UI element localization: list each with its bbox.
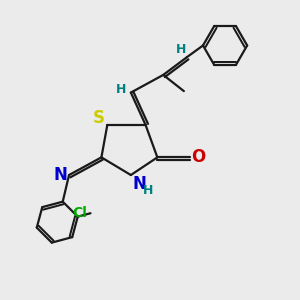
Text: H: H	[116, 82, 127, 95]
Text: H: H	[143, 184, 154, 197]
Text: N: N	[132, 176, 146, 194]
Text: S: S	[93, 110, 105, 128]
Text: N: N	[54, 166, 68, 184]
Text: H: H	[176, 43, 187, 56]
Text: O: O	[191, 148, 205, 166]
Text: Cl: Cl	[72, 206, 87, 220]
